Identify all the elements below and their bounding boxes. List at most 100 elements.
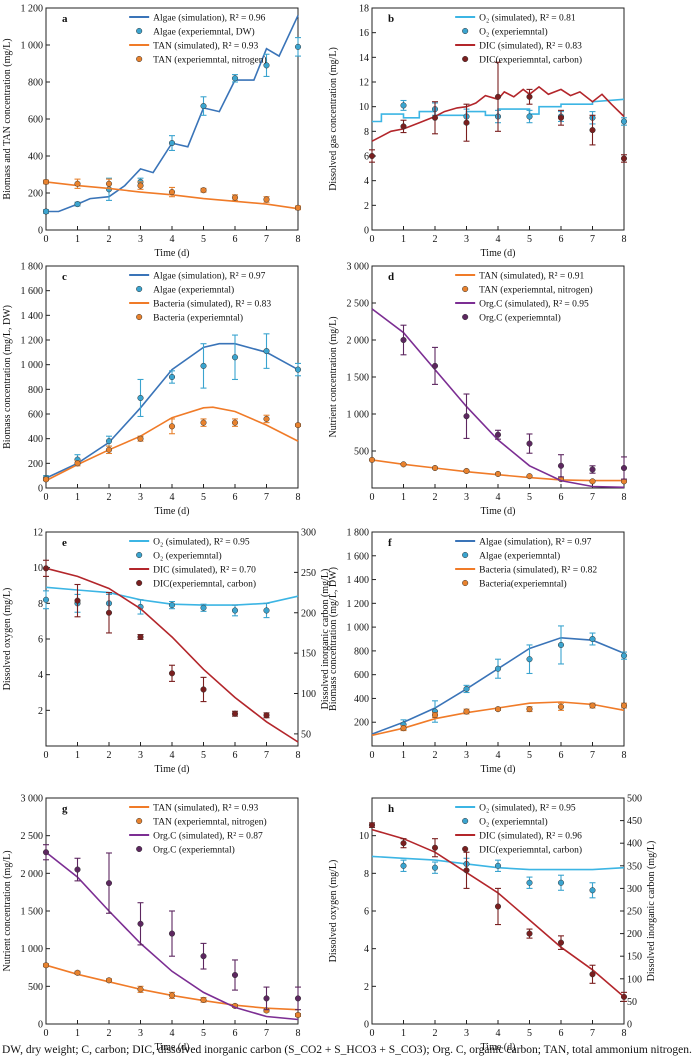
x-tick-label: 3 [464, 750, 469, 761]
y2-tick-label: 350 [627, 861, 642, 872]
y-tick-label: 1 600 [21, 286, 44, 297]
data-point [263, 995, 270, 1002]
x-tick-label: 1 [401, 492, 406, 503]
legend-entry: Algae (experiemntal) [479, 551, 560, 562]
data-point [200, 103, 207, 110]
y-tick-label: 1 800 [21, 262, 44, 273]
x-tick-label: 4 [170, 234, 175, 245]
y-tick-label: 0 [364, 1020, 369, 1031]
y-tick-label: 16 [359, 28, 369, 39]
data-point [431, 844, 439, 851]
y-tick-label: 0 [364, 226, 369, 237]
y-tick-label: 1 800 [347, 528, 370, 539]
y-tick-label: 10 [359, 102, 369, 113]
data-point [400, 840, 407, 847]
y-tick-label: 1 000 [347, 623, 370, 634]
x-tick-label: 7 [590, 750, 595, 761]
x-tick-label: 8 [622, 750, 627, 761]
data-point [589, 478, 596, 485]
data-point [168, 140, 176, 147]
x-tick-label: 0 [370, 492, 375, 503]
data-point [294, 995, 302, 1002]
x-axis-label: Time (d) [155, 506, 190, 517]
data-point [105, 446, 113, 453]
data-point [494, 93, 502, 100]
data-point [200, 686, 207, 693]
legend-swatch-point [462, 845, 469, 853]
y-tick-label: 0 [38, 484, 43, 495]
y-tick-label: 800 [354, 646, 369, 657]
y-tick-label: 8 [364, 869, 369, 880]
data-point [400, 461, 407, 468]
data-point [231, 419, 239, 426]
legend-entry: TAN (simulated), R² = 0.91 [479, 271, 584, 282]
legend-entry: DIC (simulated), R² = 0.96 [479, 831, 582, 842]
x-tick-label: 2 [433, 1028, 438, 1039]
data-point [526, 473, 533, 480]
x-tick-label: 5 [201, 234, 206, 245]
x-axis-label: Time (d) [155, 248, 190, 259]
y-tick-label: 1 400 [347, 575, 370, 586]
y-tick-label: 10 [359, 831, 369, 842]
legend-entry: Org.C (experiemntal) [479, 313, 561, 324]
x-tick-label: 7 [590, 234, 595, 245]
legend-swatch-point [136, 551, 143, 559]
y2-tick-label: 300 [301, 528, 316, 539]
x-axis-label: Time (d) [481, 506, 516, 517]
series-line [371, 636, 625, 735]
y2-tick-label: 0 [627, 1020, 632, 1031]
data-point [431, 864, 439, 871]
data-point [200, 419, 207, 426]
y-tick-label: 6 [364, 152, 369, 163]
data-point [557, 462, 565, 469]
x-tick-label: 7 [264, 750, 269, 761]
x-tick-label: 3 [138, 750, 143, 761]
data-point [526, 93, 533, 100]
legend-entry: DIC (simulated), R² = 0.70 [153, 565, 256, 576]
data-point [620, 652, 628, 659]
y-tick-label: 8 [364, 127, 369, 138]
data-point [620, 993, 628, 1000]
series-line [372, 98, 625, 123]
series-line [45, 406, 299, 482]
y-axis-label: Biomass concentration (mg/L, DW) [328, 567, 339, 711]
x-tick-label: 4 [496, 234, 501, 245]
data-point [557, 939, 565, 946]
y-tick-label: 1 000 [21, 360, 44, 371]
x-tick-label: 5 [527, 492, 532, 503]
legend-swatch-point [136, 55, 143, 63]
y2-axis-label: Dissolved inorganic carbon (mg/L) [646, 841, 657, 982]
data-point [168, 930, 176, 937]
y-axis-label: Dissolved oxygen (mg/L) [328, 860, 339, 963]
legend-swatch-point [462, 579, 469, 587]
data-point [105, 880, 113, 887]
y-tick-label: 12 [33, 528, 43, 539]
data-point [200, 362, 207, 369]
data-point [74, 597, 81, 604]
panel-label: e [62, 537, 67, 549]
x-tick-label: 8 [296, 1028, 301, 1039]
y2-tick-label: 150 [301, 649, 316, 660]
x-tick-label: 6 [233, 750, 238, 761]
x-tick-label: 6 [559, 492, 564, 503]
x-tick-label: 0 [370, 750, 375, 761]
x-tick-label: 6 [233, 1028, 238, 1039]
data-point [137, 435, 144, 442]
data-point [294, 204, 302, 211]
panel-label: d [388, 271, 394, 283]
x-tick-label: 3 [138, 234, 143, 245]
series-line [371, 85, 625, 142]
y-tick-label: 14 [359, 53, 369, 64]
y-tick-label: 1 000 [347, 410, 370, 421]
panel-label: g [62, 803, 68, 815]
x-tick-label: 5 [527, 750, 532, 761]
data-point [557, 641, 565, 648]
data-point [200, 187, 207, 194]
y-axis-label: Nutrient concentration (mg/L) [2, 850, 13, 971]
y2-tick-label: 150 [627, 952, 642, 963]
panel-g: g 0 1 2 3 4 5 6 7 8 0 500 1 000 1 500 2 000 2 500 3 000 T… [2, 794, 302, 1053]
data-point [368, 822, 376, 829]
data-point [74, 180, 81, 187]
y2-tick-label: 500 [627, 794, 642, 805]
